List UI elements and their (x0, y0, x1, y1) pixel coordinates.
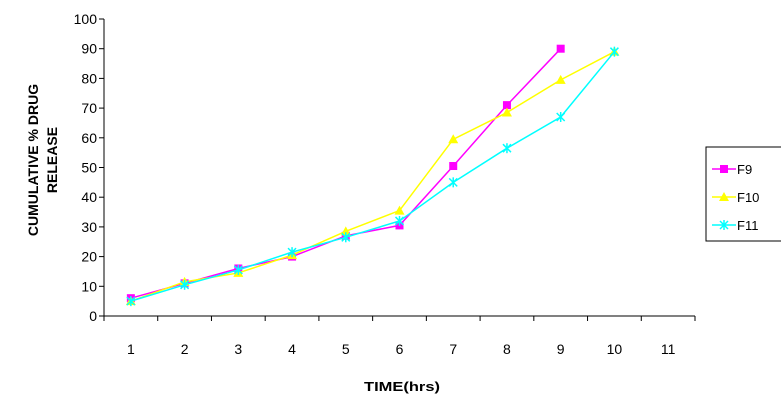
data-point (556, 112, 566, 123)
legend-marker (719, 192, 729, 201)
y-tick-label: 100 (74, 11, 98, 27)
y-tick-label: 0 (89, 308, 97, 324)
legend-label: F11 (737, 218, 758, 233)
x-tick-label: 6 (396, 341, 404, 357)
legend-marker (720, 165, 728, 173)
x-tick-label: 11 (661, 341, 676, 357)
legend: F9 F10 F11 (705, 146, 781, 242)
x-tick-label: 7 (449, 341, 457, 357)
data-point (233, 264, 243, 275)
legend-marker (719, 220, 729, 230)
data-point (180, 279, 190, 290)
x-tick-label: 5 (342, 341, 350, 357)
series-line-f10 (130, 51, 615, 302)
x-tick-label: 2 (181, 341, 189, 357)
legend-label: F10 (737, 190, 759, 205)
series-line-f9 (130, 48, 562, 299)
data-point (556, 44, 565, 53)
y-tick-label: 30 (81, 219, 97, 235)
data-point (555, 74, 566, 84)
series-line-f11 (130, 51, 615, 302)
series-f11 (126, 46, 619, 307)
y-tick-label: 40 (81, 189, 97, 205)
series-f9 (126, 44, 565, 303)
y-tick-label: 60 (81, 130, 97, 146)
data-point (501, 107, 512, 117)
legend-label: F9 (737, 162, 752, 177)
legend-item-f10: F10 (712, 190, 759, 205)
series-f10 (125, 46, 620, 306)
data-point (287, 247, 297, 258)
series-layer (125, 44, 620, 307)
y-tick-label: 70 (81, 100, 97, 116)
data-point (448, 134, 459, 144)
x-tick-label: 4 (288, 341, 296, 357)
data-point (448, 177, 458, 188)
data-point (340, 226, 351, 236)
y-axis-title-line1: CUMULATIVE % DRUG (25, 84, 41, 236)
axes: 0 10 20 30 40 50 60 70 80 90 100 1 2 3 4 5 6 7 8 9 10 11 (74, 11, 696, 357)
y-tick-label: 10 (81, 278, 97, 294)
data-point (502, 143, 512, 154)
data-point (609, 46, 619, 57)
data-point (449, 162, 458, 171)
x-tick-label: 1 (127, 341, 135, 357)
data-point (341, 232, 351, 243)
data-point (126, 296, 136, 307)
x-tick-label: 10 (607, 341, 623, 357)
x-tick-label: 9 (557, 341, 565, 357)
data-point (394, 205, 405, 215)
y-tick-label: 50 (81, 160, 97, 176)
data-point (394, 215, 405, 226)
y-tick-label: 80 (81, 70, 97, 86)
x-axis-title: TIME(hrs) (364, 379, 440, 394)
data-point (502, 101, 511, 110)
y-tick-label: 90 (81, 41, 97, 57)
x-tick-label: 3 (234, 341, 242, 357)
x-tick-label: 8 (503, 341, 511, 357)
legend-item-f11: F11 (712, 218, 758, 233)
y-tick-label: 20 (81, 249, 97, 265)
y-axis-title-line2: RELEASE (44, 127, 60, 193)
legend-item-f9: F9 (712, 162, 752, 177)
